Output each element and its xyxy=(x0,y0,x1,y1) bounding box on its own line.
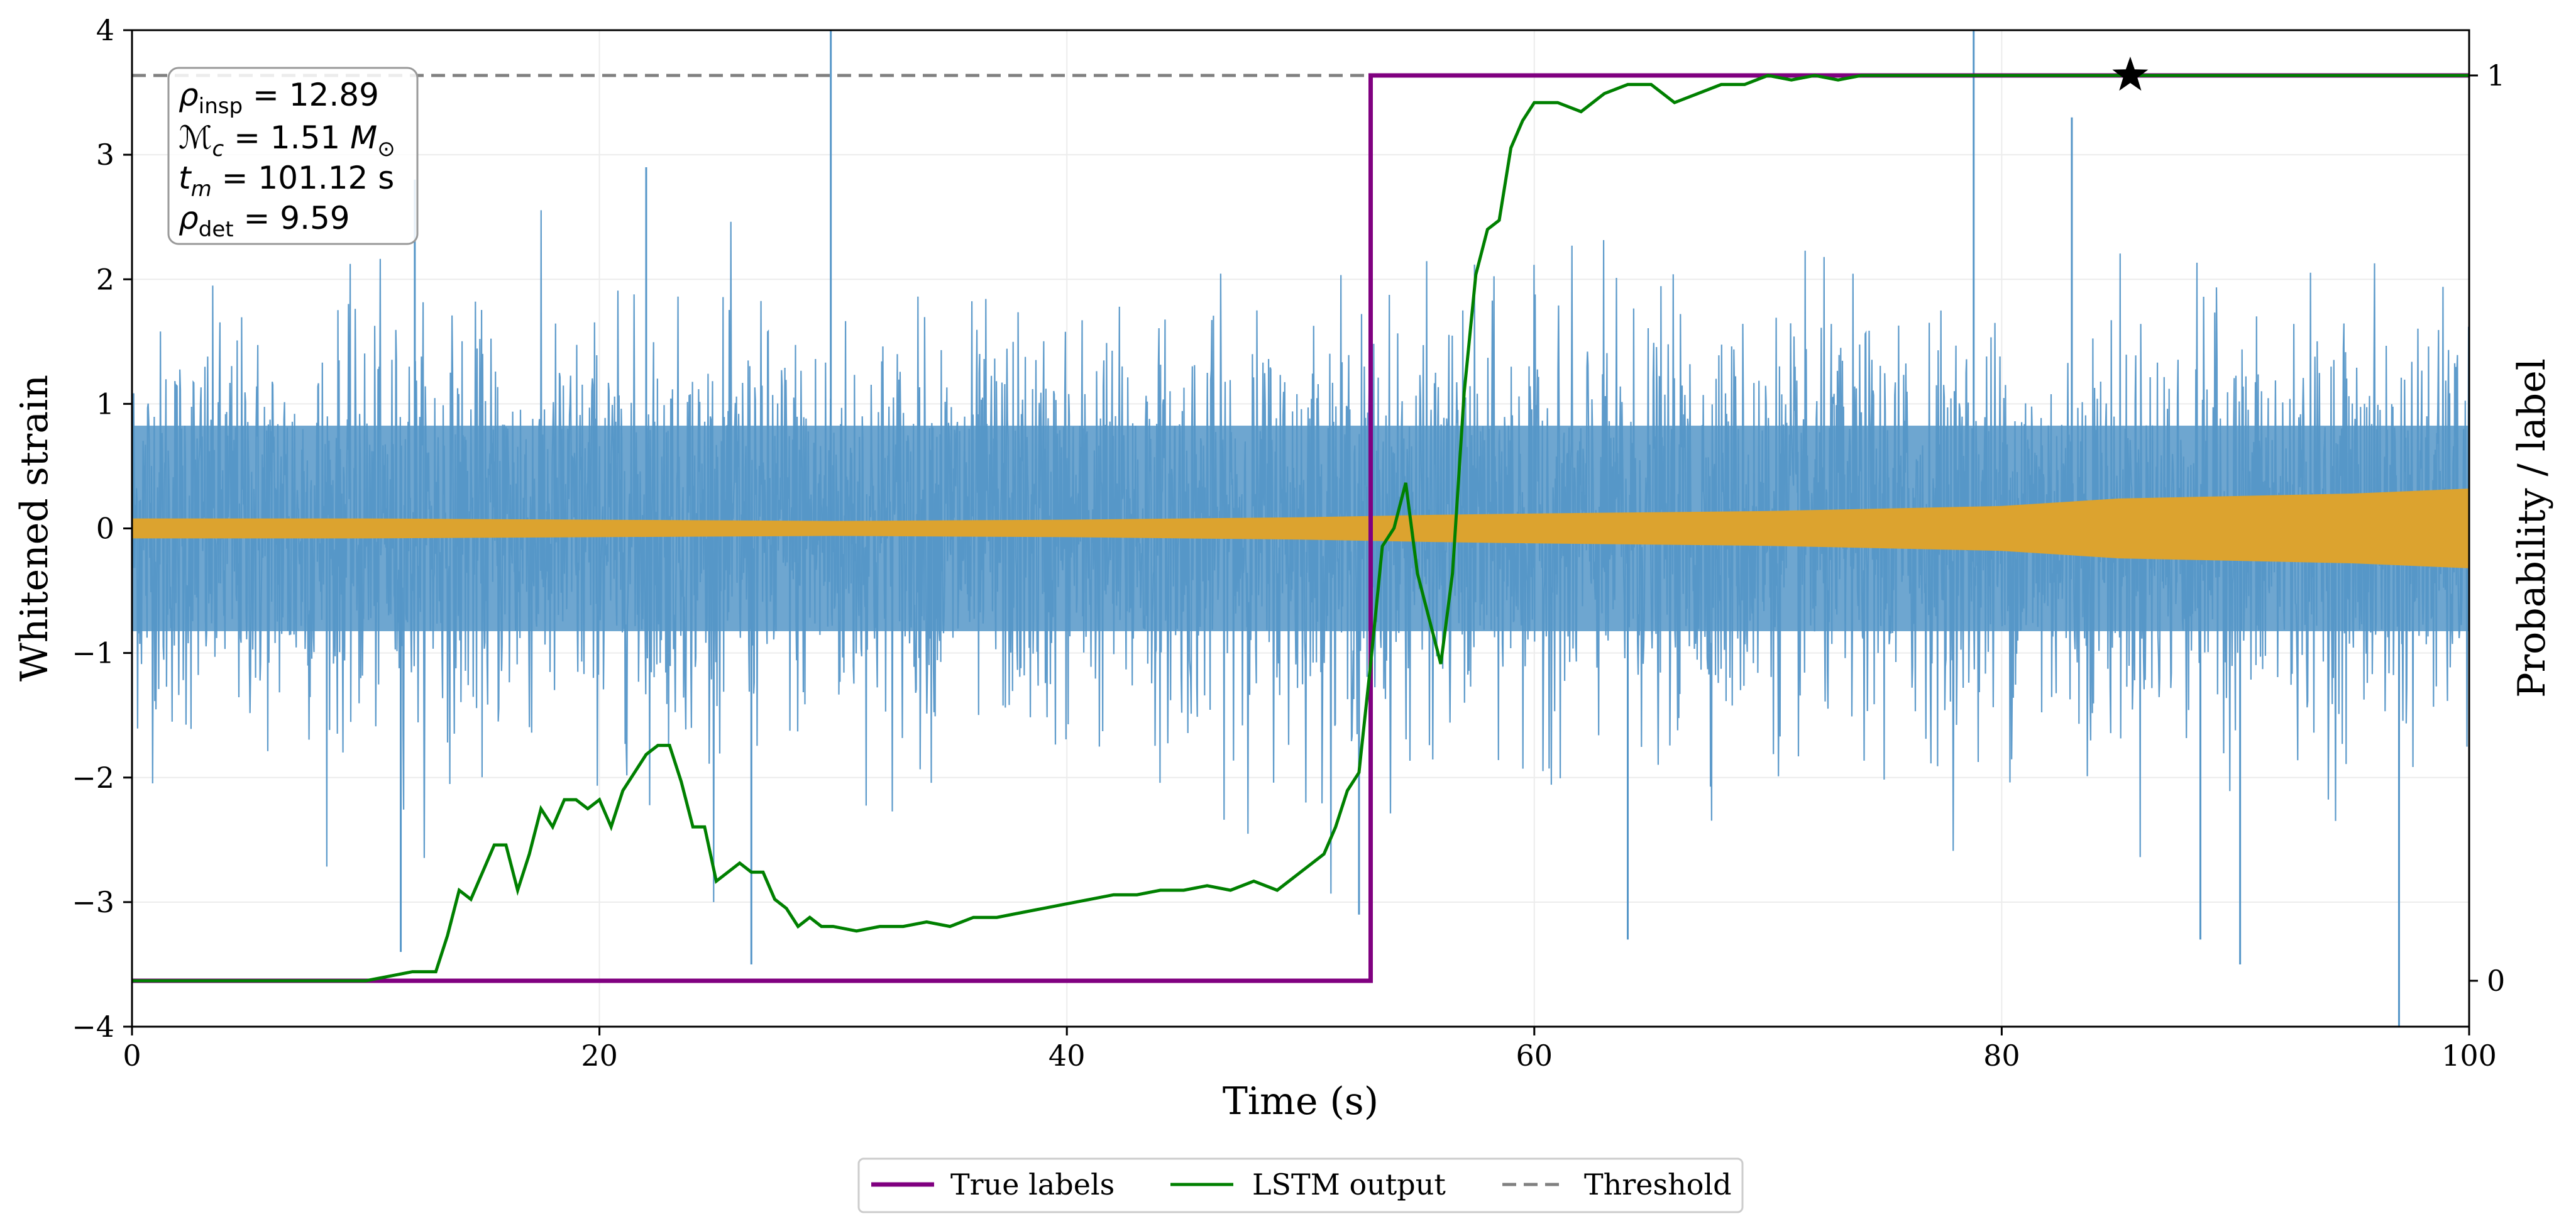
legend: True labels LSTM output Threshold xyxy=(857,1157,1744,1213)
x-tick-label: 0 xyxy=(123,1039,141,1073)
x-tick-label: 100 xyxy=(2441,1039,2497,1073)
y-tick-label: 3 xyxy=(96,138,114,172)
x-tick-label: 60 xyxy=(1516,1039,1553,1073)
legend-lstm-label: LSTM output xyxy=(1252,1168,1446,1201)
x-ticks: 0 20 40 60 80 100 xyxy=(123,1027,2497,1073)
y-tick-label: 1 xyxy=(96,387,114,421)
legend-threshold-label: Threshold xyxy=(1584,1168,1732,1201)
annotation-box: ρinsp = 12.89 ℳc = 1.51 M⊙ tm = 101.12 s… xyxy=(167,67,419,245)
y-tick-label: 0 xyxy=(96,512,114,546)
y-tick-label: −2 xyxy=(72,761,114,795)
y-tick-label: −1 xyxy=(72,636,114,670)
signal-envelope xyxy=(132,489,2469,568)
x-tick-label: 40 xyxy=(1049,1039,1086,1073)
x-tick-label: 80 xyxy=(1983,1039,2020,1073)
y-tick-label: 2 xyxy=(96,262,114,296)
signal-series xyxy=(132,489,2469,568)
y-tick-label: −3 xyxy=(72,885,114,919)
y-tick-label: −4 xyxy=(72,1010,114,1044)
annotation-rho-det: ρdet = 9.59 xyxy=(179,200,350,242)
x-axis-label: Time (s) xyxy=(1223,1079,1379,1123)
y2-ticks: 01 xyxy=(2469,58,2505,998)
x-tick-label: 20 xyxy=(581,1039,618,1073)
legend-frame xyxy=(857,1157,1744,1213)
legend-true-labels-label: True labels xyxy=(950,1168,1115,1201)
y-tick-label: 4 xyxy=(96,13,114,47)
annotation-chirp-mass: ℳc = 1.51 M⊙ xyxy=(179,119,395,162)
lstm-output-line xyxy=(132,74,2469,983)
detection-star-marker xyxy=(2112,57,2149,91)
y-ticks: −4 −3 −2 −1 0 1 2 3 4 xyxy=(72,13,132,1044)
y-axis-label: Whitened strain xyxy=(13,375,57,682)
y2-axis-label: Probability / label xyxy=(2510,358,2554,698)
annotation-tm: tm = 101.12 s xyxy=(179,160,394,202)
y2-tick-label: 0 xyxy=(2487,964,2505,998)
y2-tick-label: 1 xyxy=(2487,58,2505,92)
annotation-rho-insp: ρinsp = 12.89 xyxy=(179,77,379,119)
